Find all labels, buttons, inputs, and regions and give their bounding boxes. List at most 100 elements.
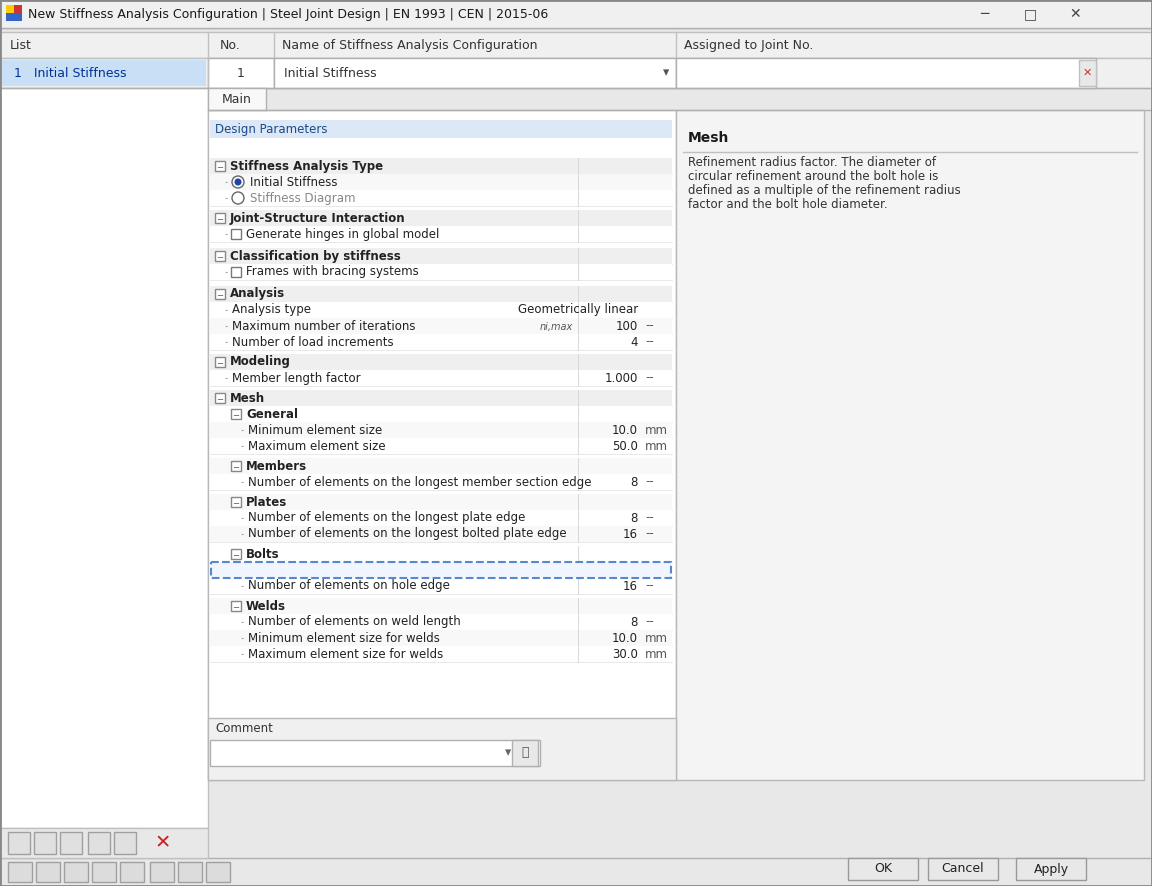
Text: ─: ─ [218, 162, 222, 171]
Text: Minimum element size for welds: Minimum element size for welds [248, 632, 440, 644]
Bar [210, 526, 672, 542]
Bar [6, 5, 22, 21]
Bar [210, 630, 672, 646]
Bar [232, 229, 241, 239]
Text: Refinement radius factor. The diameter of: Refinement radius factor. The diameter o… [688, 156, 935, 168]
Text: mm: mm [645, 439, 668, 453]
Bar [210, 598, 672, 614]
Text: 8: 8 [630, 616, 638, 628]
Text: --: -- [645, 563, 653, 577]
Text: ✕: ✕ [156, 834, 172, 852]
Text: Modeling: Modeling [230, 355, 290, 369]
Bar [35, 832, 56, 854]
Bar [215, 393, 225, 403]
Text: circular refinement around the bolt hole is: circular refinement around the bolt hole… [688, 169, 939, 183]
Text: 2.000: 2.000 [605, 563, 638, 577]
Text: ▾: ▾ [662, 66, 669, 80]
Bar [210, 210, 672, 226]
Text: ─: ─ [218, 358, 222, 367]
Text: Classification by stiffness: Classification by stiffness [230, 250, 401, 262]
Text: 30.0: 30.0 [612, 648, 638, 660]
Text: Number of elements on the longest bolted plate edge: Number of elements on the longest bolted… [248, 527, 567, 540]
Text: ─: ─ [218, 214, 222, 223]
Bar [92, 862, 116, 882]
Bar [0, 58, 1152, 88]
Text: Joint-Structure Interaction: Joint-Structure Interaction [230, 212, 406, 224]
Text: mm: mm [645, 648, 668, 660]
Bar [210, 646, 672, 662]
Bar [232, 549, 241, 559]
Bar [114, 832, 136, 854]
Bar [2, 60, 206, 86]
Text: ni,max: ni,max [540, 322, 574, 332]
Text: 50.0: 50.0 [612, 439, 638, 453]
Text: --: -- [645, 371, 653, 385]
Text: OK: OK [874, 862, 892, 875]
Bar [210, 474, 672, 490]
Text: Comment: Comment [215, 721, 273, 734]
Bar [848, 858, 918, 880]
Bar [210, 614, 672, 630]
Text: Mesh: Mesh [688, 131, 729, 145]
Bar [8, 832, 30, 854]
Bar [210, 390, 672, 406]
Bar [209, 110, 676, 780]
Text: Welds: Welds [247, 600, 286, 612]
Bar [1016, 858, 1086, 880]
Bar [232, 461, 241, 471]
Text: ─: ─ [980, 7, 988, 21]
Bar [232, 497, 241, 507]
Text: Member length factor: Member length factor [232, 371, 361, 385]
Bar [210, 458, 672, 474]
Text: Analysis: Analysis [230, 287, 286, 300]
Bar [210, 264, 672, 280]
Text: ─: ─ [218, 394, 222, 403]
Bar [210, 120, 672, 138]
Bar [209, 718, 676, 780]
Bar [8, 862, 32, 882]
Bar [211, 562, 670, 578]
Text: ⧉: ⧉ [521, 747, 529, 759]
Text: Number of elements on weld length: Number of elements on weld length [248, 616, 461, 628]
Bar [210, 494, 672, 510]
Bar [511, 740, 538, 766]
Text: 1   Initial Stiffness: 1 Initial Stiffness [14, 66, 127, 80]
Bar [274, 58, 676, 88]
Bar [210, 318, 672, 334]
Bar [232, 267, 241, 277]
Text: --: -- [645, 476, 653, 488]
Text: ─: ─ [234, 410, 238, 419]
Text: --: -- [645, 336, 653, 348]
Text: Frames with bracing systems: Frames with bracing systems [247, 266, 418, 278]
Bar [676, 110, 1144, 780]
Bar [209, 58, 274, 88]
Text: Assigned to Joint No.: Assigned to Joint No. [684, 38, 813, 51]
Bar [0, 88, 209, 828]
Text: 16: 16 [623, 579, 638, 593]
Text: ✕: ✕ [1083, 68, 1092, 78]
Text: Stiffness Diagram: Stiffness Diagram [250, 191, 356, 205]
Bar [210, 406, 672, 422]
Bar [206, 862, 230, 882]
Bar [210, 334, 672, 350]
Bar [210, 248, 672, 264]
Bar [0, 32, 1152, 58]
Bar [210, 438, 672, 454]
Text: Apply: Apply [1033, 862, 1069, 875]
Bar [232, 601, 241, 611]
Text: General: General [247, 408, 298, 421]
Bar [210, 174, 672, 190]
Text: Maximum element size: Maximum element size [248, 439, 386, 453]
Bar [1079, 60, 1096, 86]
Bar [150, 862, 174, 882]
Bar [0, 858, 1152, 886]
Text: 8: 8 [630, 476, 638, 488]
Text: Number of elements on hole edge: Number of elements on hole edge [248, 579, 450, 593]
Bar [210, 190, 672, 206]
Text: Maximum number of iterations: Maximum number of iterations [232, 320, 416, 332]
Bar [210, 740, 540, 766]
Bar [60, 832, 82, 854]
Bar [215, 213, 225, 223]
Text: Design Parameters: Design Parameters [215, 122, 327, 136]
Text: 8: 8 [630, 511, 638, 525]
